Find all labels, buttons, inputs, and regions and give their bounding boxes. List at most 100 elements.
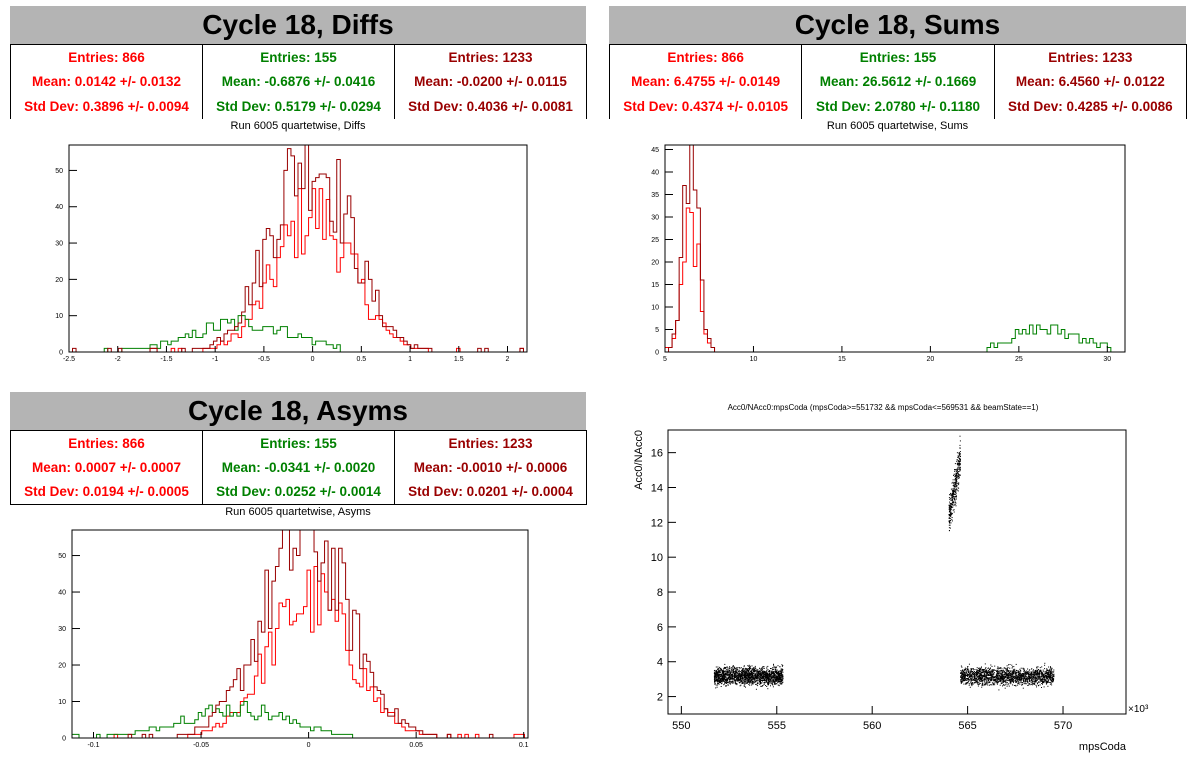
scatter-point (968, 680, 970, 682)
scatter-point (1052, 679, 1054, 681)
scatter-point (986, 675, 987, 677)
scatter-point (735, 679, 737, 681)
scatter-point (1041, 678, 1043, 680)
scatter-point (1035, 676, 1037, 678)
scatter-point (1050, 680, 1052, 682)
scatter-point (1018, 674, 1020, 676)
scatter-point (727, 671, 729, 673)
scatter-point (956, 475, 958, 477)
scatter-point (965, 669, 966, 671)
scatter-point (1000, 682, 1002, 684)
asyms-subtitle: Run 6005 quartetwise, Asyms (225, 506, 371, 518)
scatter-point (778, 672, 780, 674)
scatter-point (986, 672, 988, 674)
scatter-point (1017, 684, 1019, 686)
scatter-point (967, 682, 969, 684)
scatter-point (949, 503, 951, 505)
scatter-point (1017, 679, 1018, 681)
scatter-point (767, 674, 769, 676)
scatter-point (754, 666, 756, 668)
scatter-point (995, 679, 997, 681)
scatter-point (1046, 677, 1048, 679)
scatter-point (755, 681, 756, 683)
scatter-point (996, 670, 998, 672)
scatter-point (772, 680, 774, 682)
scatter-point (730, 671, 732, 673)
scatter-point (955, 469, 957, 470)
scatter-point (1036, 671, 1038, 673)
scatter-point (779, 666, 781, 668)
asyms-title: Cycle 18, Asyms (10, 392, 586, 431)
scatter-point (948, 514, 950, 515)
scatter-point (762, 672, 764, 674)
scatter-point (953, 511, 955, 513)
scatter-point (725, 672, 727, 674)
scatter-point (1014, 679, 1016, 681)
scatter-point (966, 674, 968, 676)
scatter-point (776, 677, 778, 678)
scatter-point (780, 675, 782, 677)
scatter-point (724, 676, 726, 678)
scatter-point (1028, 678, 1030, 680)
scatter-point (1023, 678, 1025, 680)
scatter-point (766, 675, 768, 677)
scatter-point (959, 463, 961, 465)
scatter-point (1016, 674, 1018, 676)
scatter-point (763, 675, 765, 677)
stat-box-green: Entries: 155 Mean: -0.0341 +/- 0.0020 St… (203, 431, 395, 505)
scatter-point (1049, 678, 1051, 679)
scatter-point (1020, 676, 1022, 678)
scatter-point (1050, 679, 1052, 681)
scatter-point (1032, 681, 1034, 683)
scatter-point (983, 669, 985, 671)
scatter-point (763, 676, 765, 678)
scatter-point (949, 504, 951, 506)
scatter-point (772, 679, 774, 681)
scatter-point (721, 673, 723, 675)
scatter-point (737, 672, 738, 674)
scatter-point (948, 497, 950, 499)
scatter-point (968, 674, 970, 676)
stat-entries: Entries: 155 (859, 49, 937, 65)
scatter-point (984, 679, 986, 681)
scatter-point (1008, 683, 1010, 685)
scatter-point (969, 672, 971, 674)
scatter-point (971, 668, 973, 670)
scatter-point (742, 682, 744, 683)
scatter-point (757, 678, 759, 680)
scatter-point (765, 674, 767, 676)
scatter-point (1037, 675, 1039, 677)
scatter-point (977, 677, 979, 679)
scatter-point (1017, 673, 1019, 675)
acc0-scatter-plot: Acc0/NAcc0:mpsCoda (mpsCoda>=551732 && m… (633, 403, 1149, 753)
scatter-point (739, 670, 741, 672)
scatter-point (952, 497, 953, 499)
scatter-point (726, 666, 728, 668)
scatter-point (744, 681, 746, 683)
scatter-point (960, 672, 962, 674)
scatter-point (736, 668, 738, 670)
scatter-point (1016, 669, 1017, 671)
scatter-point (725, 669, 727, 671)
x-tick-label: 550 (672, 720, 690, 732)
scatter-point (718, 681, 720, 683)
x-tick-label: 0.05 (409, 742, 423, 749)
scatter-point (738, 674, 740, 676)
scatter-point (992, 682, 994, 684)
scatter-point (1011, 671, 1013, 673)
x-tick-label: 560 (863, 720, 881, 732)
scatter-point (1029, 669, 1031, 671)
scatter-point (951, 495, 953, 497)
scatter-point (720, 678, 722, 680)
scatter-point (765, 677, 767, 679)
scatter-point (762, 680, 764, 681)
scatter-point (1009, 674, 1011, 676)
x-tick-label: 570 (1054, 720, 1072, 732)
scatter-point (782, 665, 784, 666)
scatter-point (740, 681, 742, 683)
scatter-point (718, 683, 720, 685)
scatter-point (750, 672, 752, 674)
scatter-point (969, 686, 971, 688)
scatter-point (718, 672, 720, 674)
scatter-point (1027, 671, 1028, 673)
